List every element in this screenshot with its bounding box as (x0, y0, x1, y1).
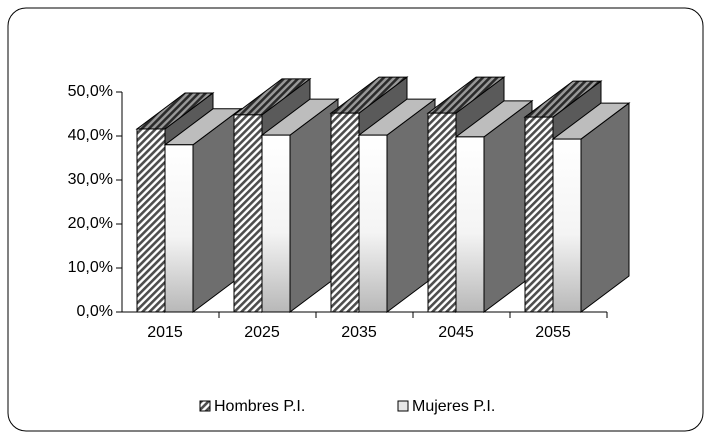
x-tick-label: 2025 (244, 324, 280, 341)
bar-side (580, 102, 630, 313)
y-tick-label: 30,0% (68, 171, 113, 188)
bar (552, 138, 582, 313)
x-tick-label: 2035 (341, 324, 377, 341)
bar (427, 112, 457, 313)
x-tick-label: 2045 (438, 324, 474, 341)
y-tick-label: 10,0% (68, 259, 113, 276)
bar (455, 136, 485, 313)
bar (233, 114, 263, 313)
x-tick-label: 2055 (535, 324, 571, 341)
y-tick-label: 0,0% (77, 303, 113, 320)
x-tick-label: 2015 (147, 324, 183, 341)
y-tick-label: 40,0% (68, 127, 113, 144)
legend-label: Hombres P.I. (214, 398, 305, 415)
bar (261, 134, 291, 313)
legend-label: Mujeres P.I. (412, 398, 495, 415)
bar (524, 116, 554, 313)
legend-swatch (199, 400, 211, 412)
y-tick-label: 50,0% (68, 83, 113, 100)
bar (330, 112, 360, 313)
bar (164, 144, 194, 313)
bar (358, 134, 388, 313)
legend-swatch (397, 400, 409, 412)
bar (136, 128, 166, 313)
y-tick-label: 20,0% (68, 215, 113, 232)
